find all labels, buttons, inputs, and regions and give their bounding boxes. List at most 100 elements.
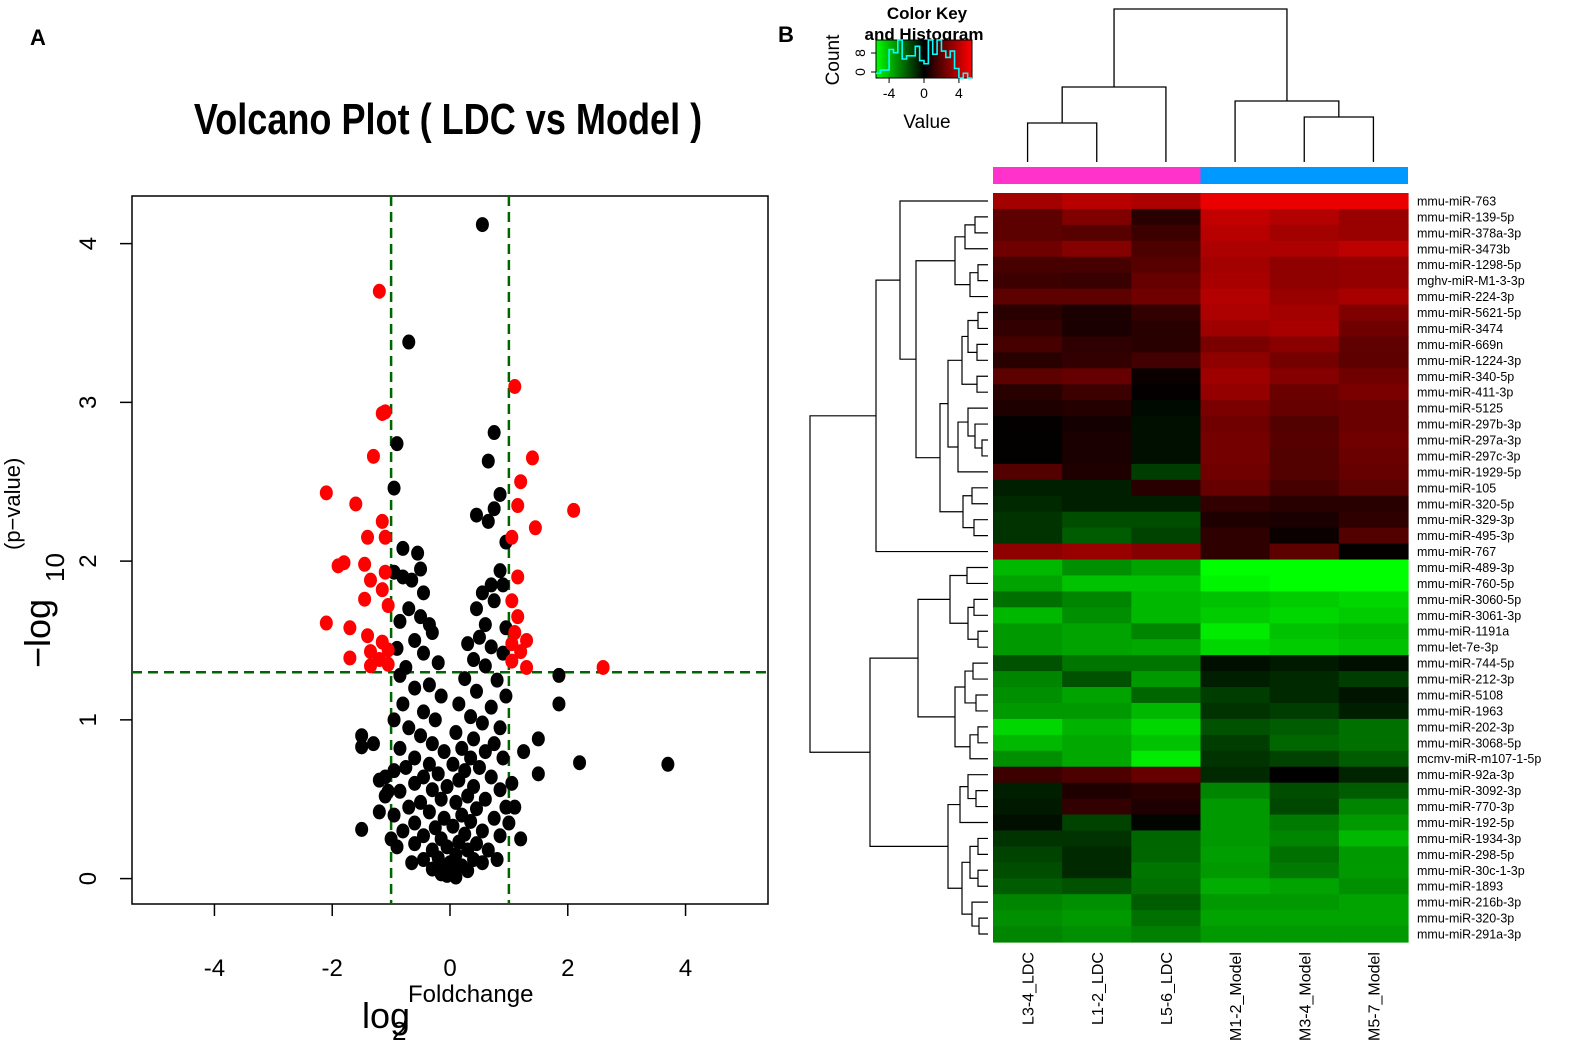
heatmap-cell xyxy=(1338,384,1409,401)
nonsignificant-point xyxy=(434,688,448,704)
nonsignificant-point xyxy=(384,831,398,847)
heatmap-panel: B Color Key and Histogram -4 0 4 0 8 Value C… xyxy=(778,4,1541,1041)
heatmap-cell xyxy=(1269,463,1340,481)
heatmap-cell xyxy=(1338,256,1409,274)
column-dendrogram-branch xyxy=(1303,116,1375,162)
nonsignificant-point xyxy=(552,667,566,683)
heatmap-cell xyxy=(993,288,1063,306)
heatmap-cell xyxy=(1269,447,1340,465)
heatmap-cell xyxy=(1338,336,1409,353)
significant-point xyxy=(364,658,377,674)
significant-point xyxy=(358,591,372,607)
nonsignificant-point xyxy=(428,820,442,836)
significant-point xyxy=(343,650,357,666)
heatmap-cell xyxy=(1131,511,1202,529)
heatmap-cell xyxy=(1131,687,1202,704)
heatmap-cell xyxy=(1338,798,1409,816)
significant-point xyxy=(381,656,395,672)
x-tick-label: 2 xyxy=(561,955,574,982)
heatmap-cell xyxy=(1269,479,1340,497)
row-dendrogram-branch xyxy=(915,260,955,459)
nonsignificant-point xyxy=(458,671,472,687)
heatmap-cell xyxy=(1269,623,1340,640)
heatmap-cell xyxy=(1338,304,1409,322)
nonsignificant-point xyxy=(573,755,587,771)
nonsignificant-point xyxy=(408,632,422,648)
color-key-y-tick-label: 0 xyxy=(852,68,868,76)
nonsignificant-point xyxy=(470,601,483,617)
row-label: mmu-miR-224-3p xyxy=(1417,290,1514,304)
nonsignificant-point xyxy=(499,688,513,704)
row-label: mmu-miR-495-3p xyxy=(1417,529,1514,543)
significant-point xyxy=(567,502,581,518)
heatmap-cell xyxy=(1338,782,1409,800)
row-dendrogram-branch xyxy=(975,694,988,712)
x-tick-label: -2 xyxy=(322,955,343,982)
row-label: mmu-miR-770-3p xyxy=(1417,800,1514,814)
heatmap-cell xyxy=(1062,224,1132,242)
heatmap-cell xyxy=(993,910,1063,927)
significant-point xyxy=(514,474,528,490)
heatmap-cell xyxy=(1062,639,1132,656)
row-dendrogram-branch xyxy=(869,657,948,847)
heatmap-cell xyxy=(1338,878,1409,895)
row-label: mmu-miR-5621-5p xyxy=(1417,306,1521,320)
heatmap-cell xyxy=(1131,671,1202,688)
row-dendrogram-branch xyxy=(954,686,970,748)
heatmap-cell xyxy=(1338,543,1409,561)
nonsignificant-point xyxy=(440,839,454,855)
color-key: Color Key and Histogram -4 0 4 0 8 Value Cou… xyxy=(823,4,984,133)
heatmap-cell xyxy=(1200,256,1271,274)
heatmap-cell xyxy=(1200,288,1271,306)
heatmap-cell xyxy=(1131,527,1202,545)
row-label: mmu-miR-1298-5p xyxy=(1417,258,1521,272)
nonsignificant-point xyxy=(478,791,492,807)
heatmap-cell xyxy=(993,256,1063,274)
nonsignificant-point xyxy=(393,667,407,683)
y-tick-label: 2 xyxy=(75,554,102,567)
heatmap-cell xyxy=(1269,559,1340,577)
nonsignificant-point xyxy=(408,680,422,696)
row-dendrogram-branch xyxy=(967,774,988,800)
row-label: mmu-miR-291a-3p xyxy=(1417,928,1521,942)
heatmap-cell xyxy=(1062,878,1132,895)
nonsignificant-point xyxy=(461,636,475,652)
heatmap-cell xyxy=(1200,447,1271,465)
heatmap-cell xyxy=(1269,878,1340,895)
heatmap-cell xyxy=(1200,495,1271,513)
row-label: mmu-miR-767 xyxy=(1417,545,1496,559)
heatmap-cell xyxy=(1338,208,1409,226)
heatmap-cell xyxy=(1269,671,1340,688)
nonsignificant-point xyxy=(470,507,483,523)
row-dendrogram-branch xyxy=(957,421,988,473)
row-dendrogram-branch xyxy=(973,598,988,616)
nonsignificant-point xyxy=(478,658,492,674)
x-tick-label: 4 xyxy=(679,955,692,982)
nonsignificant-point xyxy=(414,561,428,577)
heatmap-cell xyxy=(993,432,1063,449)
heatmap-cell xyxy=(1338,639,1409,656)
nonsignificant-point xyxy=(514,831,528,847)
heatmap-cell xyxy=(1338,224,1409,242)
heatmap-cell xyxy=(1062,734,1132,752)
row-dendrogram-branch xyxy=(964,224,988,250)
significant-point xyxy=(361,529,375,545)
row-label: mmu-miR-3061-3p xyxy=(1417,609,1521,623)
nonsignificant-point xyxy=(496,577,510,593)
nonsignificant-point xyxy=(493,486,507,502)
heatmap-cell xyxy=(993,384,1063,401)
nonsignificant-point xyxy=(422,756,436,772)
heatmap-cell xyxy=(1200,591,1271,608)
row-label: mmu-miR-105 xyxy=(1417,481,1496,495)
nonsignificant-point xyxy=(437,744,451,760)
volcano-x-axis: -4 -2 0 2 4 xyxy=(204,904,692,982)
significant-point xyxy=(505,593,519,609)
heatmap-cell xyxy=(1269,352,1340,369)
row-label: mmu-miR-763 xyxy=(1417,194,1496,208)
nonsignificant-point xyxy=(496,750,510,766)
heatmap-cell xyxy=(1062,671,1132,688)
row-label: mmu-miR-30c-1-3p xyxy=(1417,864,1525,878)
row-dendrogram-branch xyxy=(976,375,988,393)
heatmap-cell xyxy=(1131,878,1202,895)
nonsignificant-point xyxy=(467,731,481,747)
